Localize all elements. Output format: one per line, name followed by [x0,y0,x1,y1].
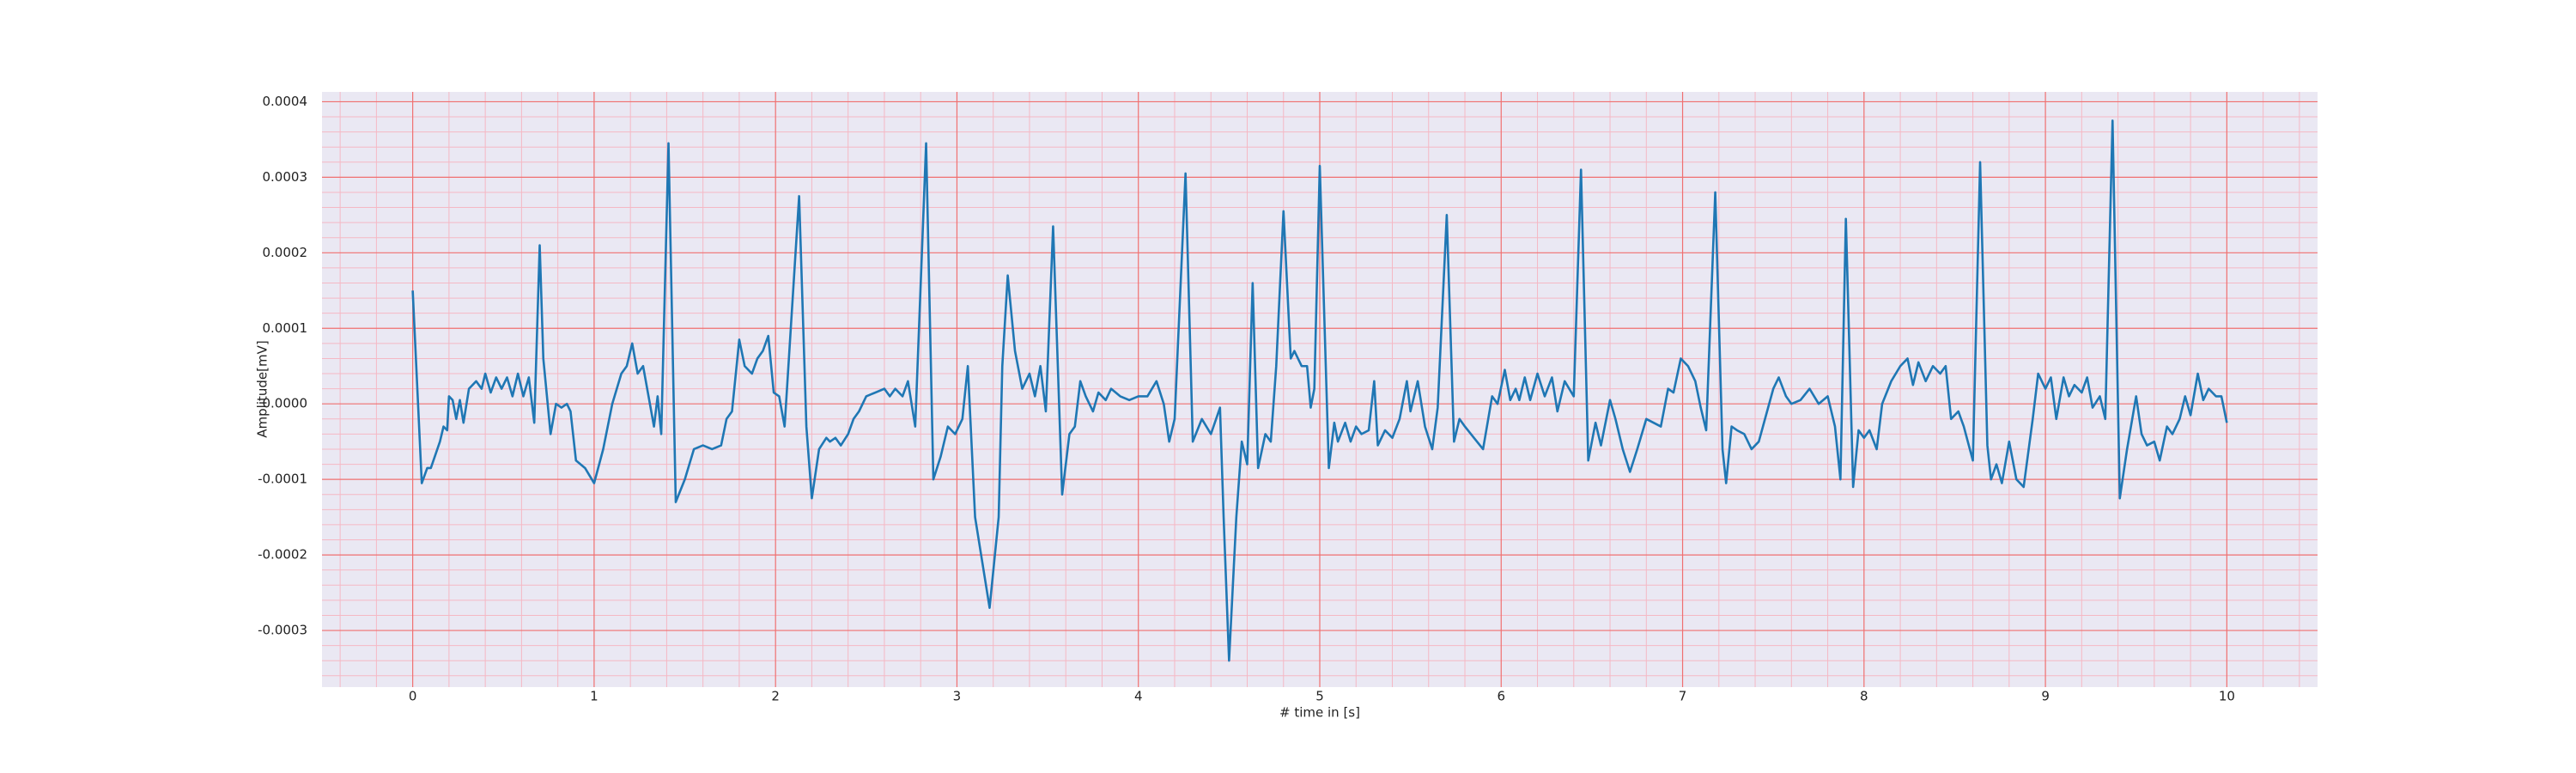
y-tick-label: -0.0002 [258,547,307,563]
x-tick-label: 10 [2219,689,2235,704]
signal-line [411,119,2228,662]
x-tick-label: 8 [1860,689,1868,704]
y-tick-label: 0.0001 [263,320,308,336]
y-axis-label: Amplitude[mV] [255,340,270,437]
x-tick-label: 4 [1134,689,1143,704]
x-tick-label: 9 [2041,689,2050,704]
x-axis-label: # time in [s] [1279,705,1360,721]
y-tick-label: 0.0003 [263,169,308,185]
x-tick-label: 1 [590,689,598,704]
y-tick-label: 0.0004 [263,94,308,109]
x-tick-label: 0 [409,689,417,704]
x-tick-label: 3 [953,689,962,704]
y-tick-label: -0.0003 [258,623,307,638]
x-tick-label: 5 [1315,689,1324,704]
y-tick-label: 0.0000 [263,396,308,411]
x-tick-label: 6 [1497,689,1505,704]
y-tick-label: 0.0002 [263,245,308,260]
y-tick-label: -0.0001 [258,472,307,487]
x-tick-label: 2 [771,689,780,704]
x-tick-label: 7 [1679,689,1687,704]
